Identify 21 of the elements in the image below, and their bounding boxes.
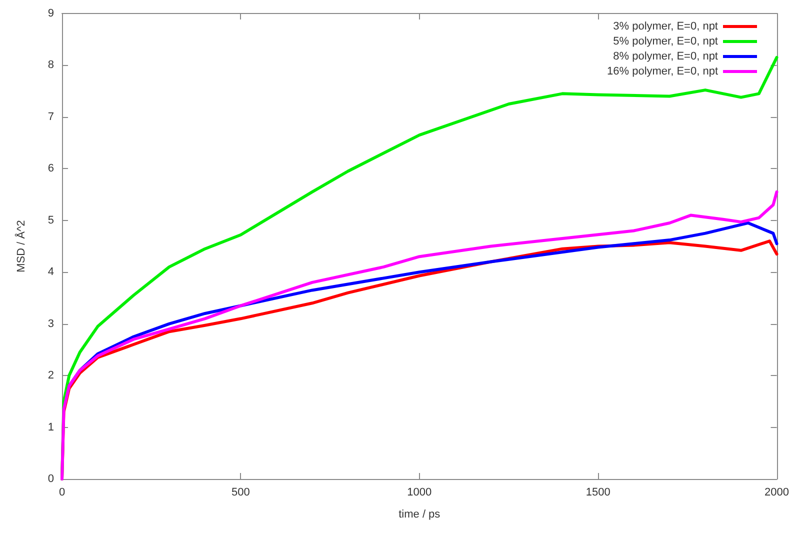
legend-label: 16% polymer, E=0, npt <box>607 66 718 78</box>
legend-label: 3% polymer, E=0, npt <box>613 20 718 32</box>
y-tick-label: 1 <box>48 421 54 434</box>
y-tick-label: 2 <box>48 370 54 382</box>
y-axis-title: MSD / Å^2 <box>14 220 28 272</box>
y-tick-label: 0 <box>48 473 54 485</box>
y-tick-label: 3 <box>48 318 54 330</box>
y-tick-label: 7 <box>48 110 54 123</box>
x-tick-label: 2000 <box>764 486 790 498</box>
y-tick-label: 4 <box>48 266 54 278</box>
y-tick-label: 9 <box>48 8 54 20</box>
y-tick-label: 5 <box>48 214 54 226</box>
x-tick-label: 500 <box>232 486 250 498</box>
x-tick-label: 1500 <box>586 486 610 498</box>
y-tick-label: 6 <box>48 162 54 175</box>
x-tick-label: 1000 <box>407 486 432 498</box>
legend-label: 8% polymer, E=0, npt <box>613 50 718 62</box>
x-axis-title: time / ps <box>398 508 441 520</box>
y-tick-label: 8 <box>48 59 54 72</box>
x-tick-label: 0 <box>58 486 66 498</box>
legend-label: 5% polymer, E=0, npt <box>613 36 718 48</box>
